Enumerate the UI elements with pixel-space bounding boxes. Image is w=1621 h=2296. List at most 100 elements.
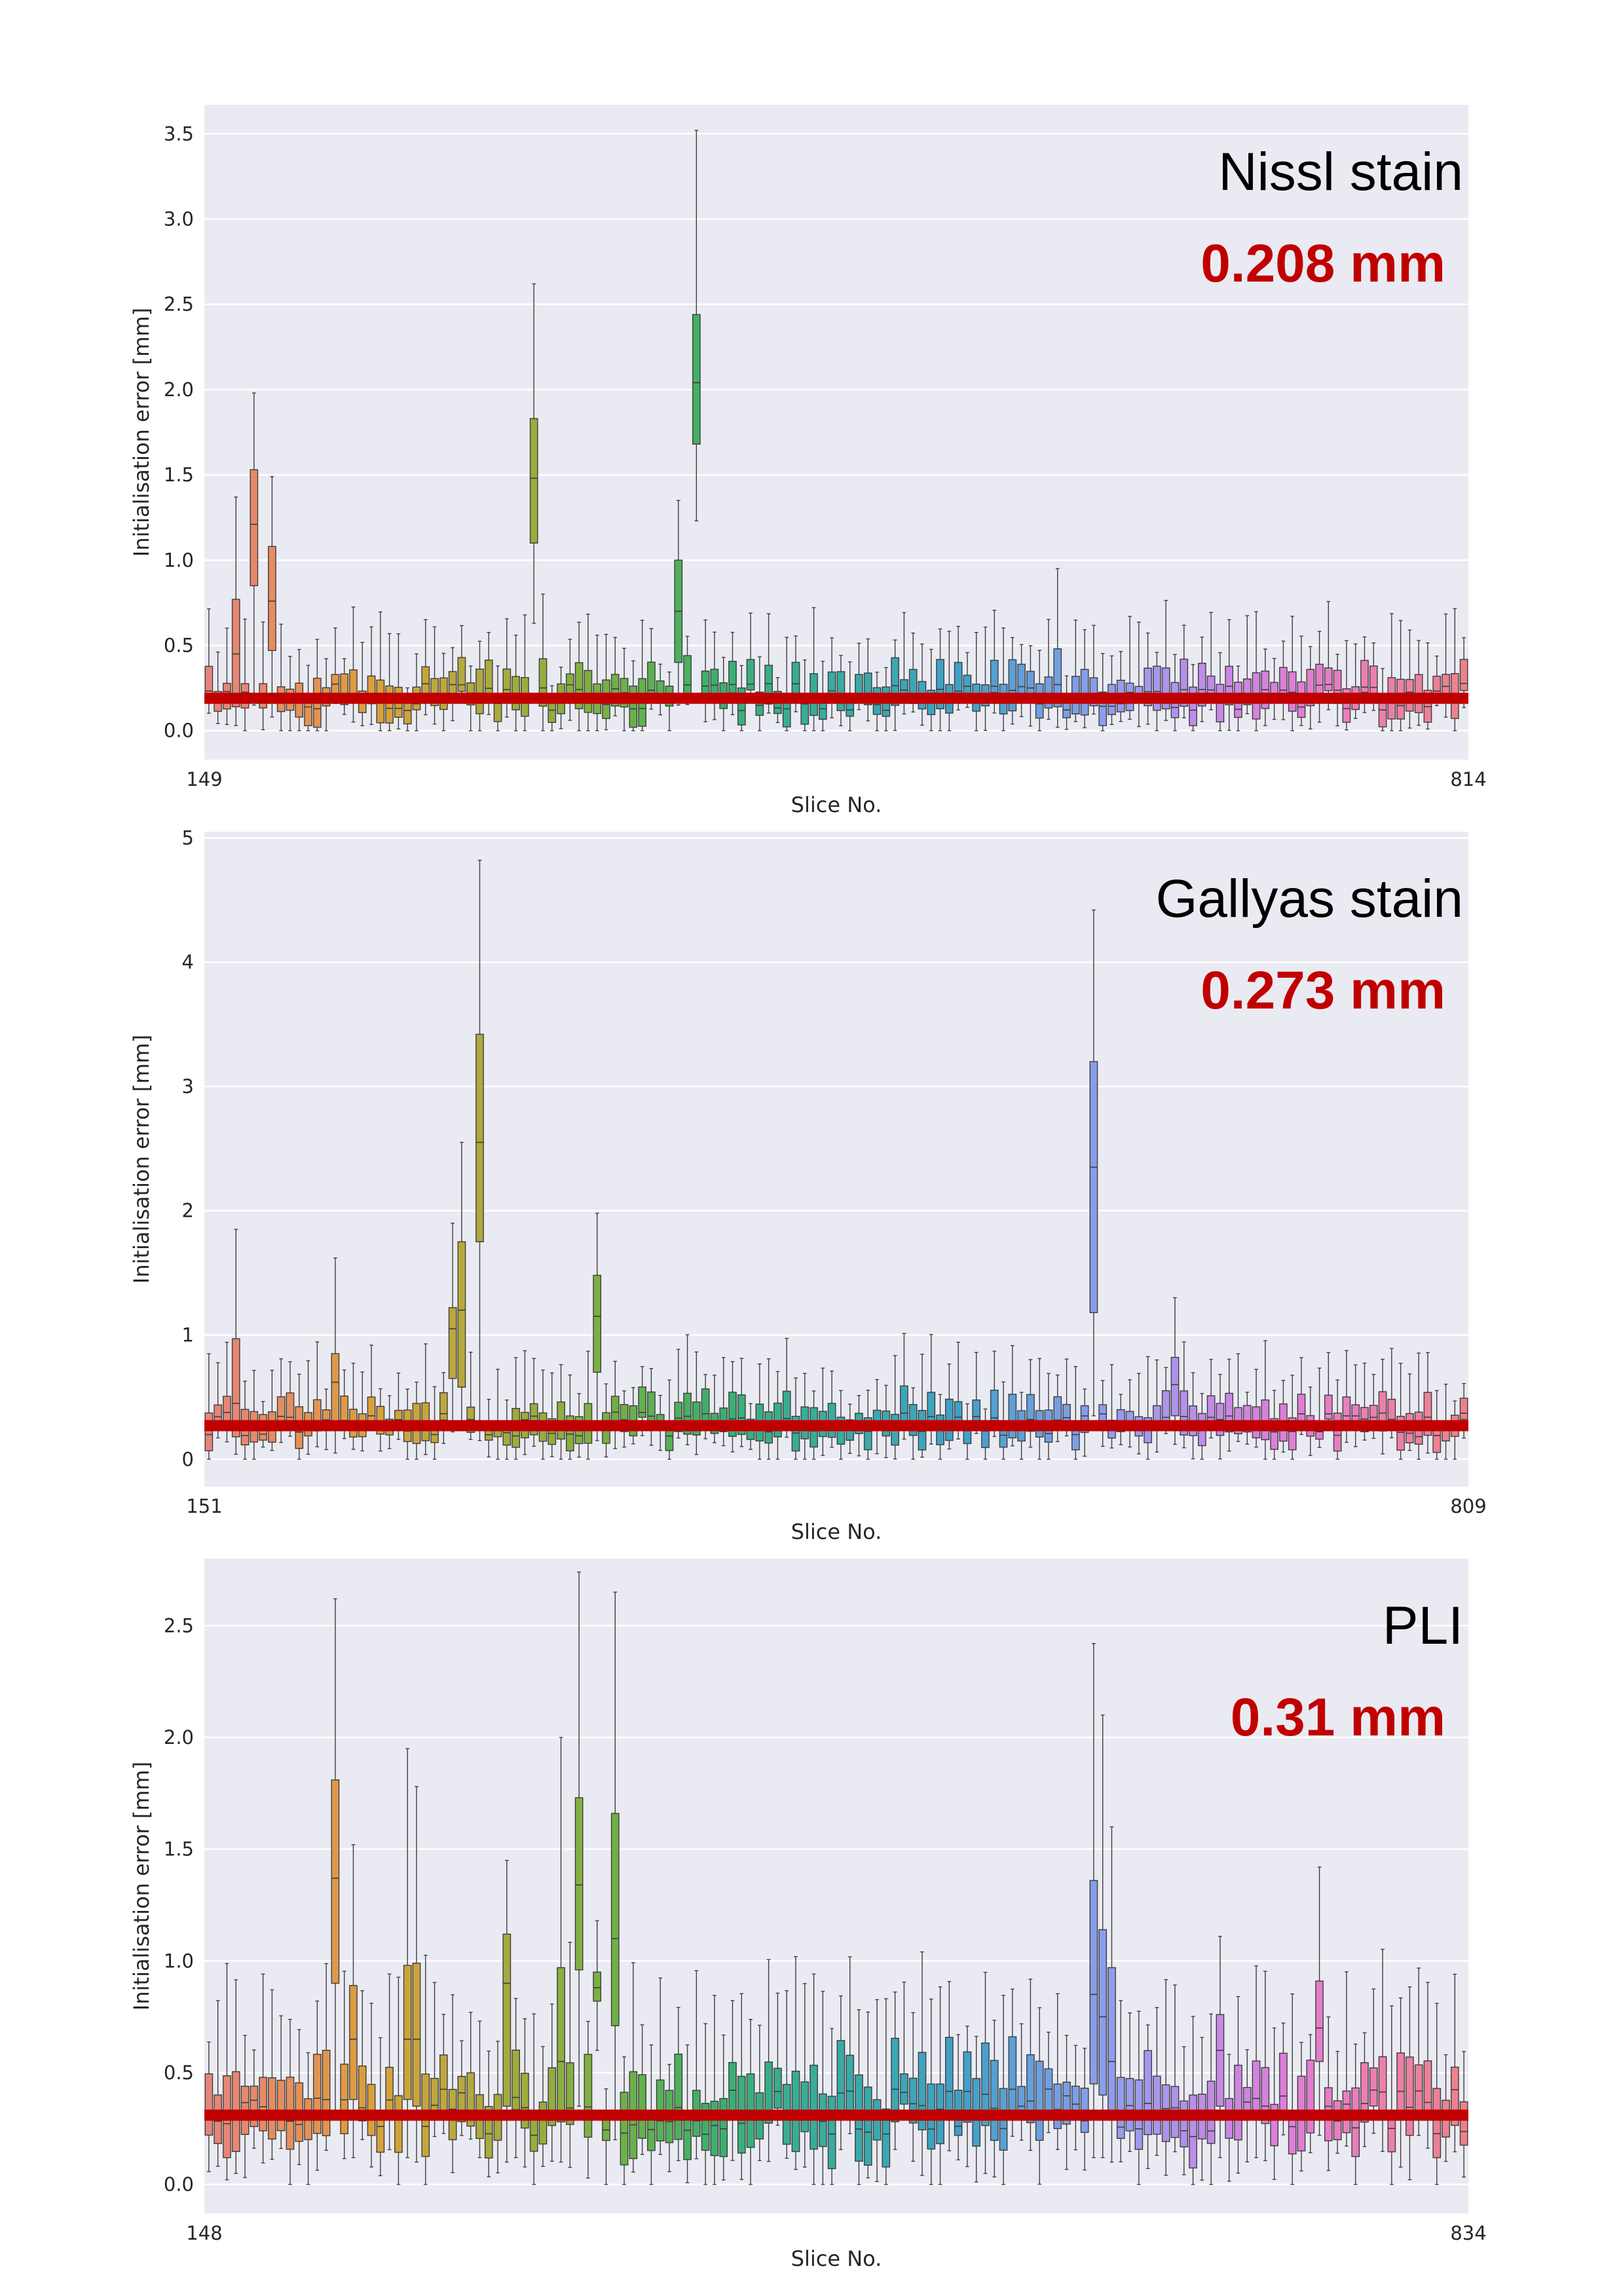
box-41	[565, 1374, 574, 1460]
box-121	[1288, 1375, 1297, 1460]
box-92	[1026, 1978, 1035, 2151]
box-56	[701, 2023, 710, 2185]
box-32	[484, 2050, 493, 2177]
box-iqr	[1396, 1416, 1405, 1451]
box-iqr	[773, 2067, 782, 2109]
y-axis-label: Initialisation error [mm]	[129, 308, 154, 557]
box-iqr	[1234, 2064, 1242, 2141]
box-82	[936, 628, 944, 731]
box-iqr	[565, 2062, 574, 2125]
box-31	[475, 859, 484, 1441]
box-53	[674, 500, 683, 706]
box-iqr	[638, 1386, 646, 1418]
box-94	[1044, 619, 1053, 720]
box-39	[548, 2003, 557, 2162]
y-tick-label: 0	[182, 1448, 194, 1470]
box-65	[782, 637, 791, 731]
panel-title: Gallyas stain	[1156, 869, 1463, 929]
box-38	[538, 593, 548, 731]
box-iqr	[800, 2081, 810, 2132]
y-tick-label: 3	[182, 1075, 194, 1098]
box-iqr	[701, 2103, 710, 2151]
box-113	[1216, 1374, 1225, 1460]
box-iqr	[936, 659, 944, 710]
box-9	[276, 2015, 286, 2149]
box-64	[773, 1371, 782, 1460]
box-55	[692, 130, 701, 522]
box-iqr	[810, 2064, 818, 2150]
box-iqr	[629, 685, 638, 728]
box-90	[1008, 637, 1017, 725]
box-140	[1459, 637, 1468, 709]
box-56	[701, 619, 710, 722]
box-iqr	[1342, 688, 1351, 723]
box-29	[457, 2040, 466, 2136]
y-tick-label: 5	[182, 826, 194, 849]
box-iqr	[1144, 667, 1152, 707]
box-iqr	[1116, 2077, 1125, 2139]
box-iqr	[1080, 669, 1089, 716]
box-iqr	[620, 2092, 629, 2166]
box-37	[529, 283, 538, 624]
box-16	[340, 658, 349, 715]
y-tick-label: 2.5	[164, 1614, 194, 1637]
box-iqr	[574, 1797, 584, 1971]
x-axis-label: Slice No.	[791, 2246, 882, 2271]
plot-background	[204, 832, 1468, 1487]
box-iqr	[836, 671, 846, 711]
box-iqr	[466, 2072, 475, 2127]
box-iqr	[1180, 2100, 1189, 2147]
mean-error-annotation: 0.31 mm	[1231, 1688, 1445, 1747]
box-115	[1234, 1995, 1242, 2174]
box-iqr	[385, 685, 394, 724]
box-iqr	[421, 666, 430, 695]
box-129	[1360, 2032, 1369, 2147]
y-tick-label: 3.0	[164, 208, 194, 230]
box-iqr	[1324, 667, 1333, 692]
box-iqr	[538, 658, 548, 707]
box-92	[1026, 1359, 1035, 1448]
box-iqr	[683, 655, 692, 696]
box-140	[1459, 2050, 1468, 2178]
box-iqr	[710, 669, 719, 695]
x-tick-label: 834	[1450, 2222, 1486, 2244]
box-iqr	[954, 1401, 963, 1423]
box-iqr	[891, 657, 899, 706]
box-110	[1189, 664, 1197, 731]
box-130	[1369, 1988, 1378, 2134]
box-iqr	[204, 1412, 214, 1451]
box-iqr	[900, 2073, 908, 2105]
box-16	[340, 1971, 349, 2159]
box-iqr	[538, 2102, 548, 2145]
box-17	[349, 1844, 358, 2158]
box-74	[863, 1390, 872, 1460]
box-iqr	[1261, 2067, 1270, 2124]
box-iqr	[1161, 667, 1170, 710]
box-iqr	[268, 546, 276, 652]
box-18	[358, 1990, 367, 2140]
box-39	[548, 1372, 557, 1458]
box-77	[891, 1991, 899, 2150]
box-iqr	[565, 1415, 574, 1452]
box-iqr	[475, 1033, 484, 1242]
box-iqr	[1360, 659, 1369, 693]
box-77	[891, 639, 899, 731]
box-iqr	[394, 2095, 403, 2153]
box-84	[954, 625, 963, 711]
box-iqr	[610, 1813, 620, 2027]
box-iqr	[448, 1307, 457, 1379]
box-iqr	[990, 659, 999, 694]
box-iqr	[710, 2100, 719, 2157]
box-iqr	[620, 1403, 629, 1432]
box-iqr	[863, 1417, 872, 1451]
box-66	[791, 1377, 800, 1460]
box-116	[1242, 1392, 1252, 1445]
box-118	[1261, 1971, 1270, 2162]
box-iqr	[773, 1402, 782, 1437]
box-iqr	[827, 2096, 836, 2170]
box-iqr	[610, 674, 620, 707]
box-iqr	[1297, 1394, 1306, 1424]
box-46	[610, 1591, 620, 2141]
box-iqr	[1216, 2014, 1225, 2107]
box-89	[999, 1381, 1008, 1460]
